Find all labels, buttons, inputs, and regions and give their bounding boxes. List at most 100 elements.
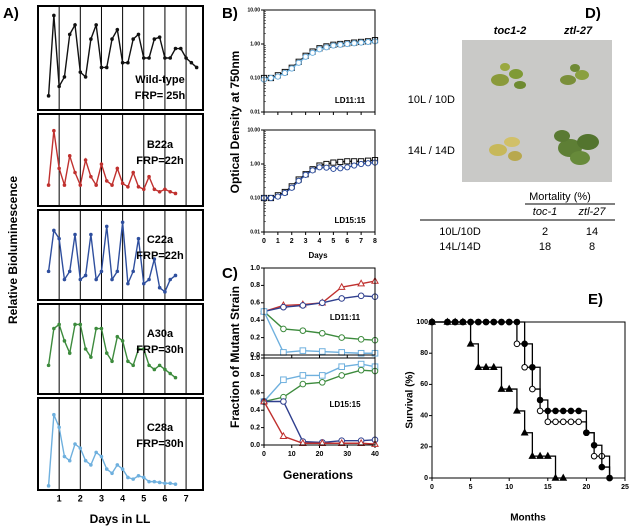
panel-label: A) <box>3 5 19 22</box>
x-tick-label: 25 <box>621 484 629 491</box>
marker <box>330 42 337 49</box>
marker <box>338 349 345 356</box>
marker <box>120 181 125 186</box>
marker <box>309 49 316 56</box>
panel-label: C) <box>222 265 238 282</box>
marker <box>147 56 151 60</box>
plot-frame <box>263 9 376 113</box>
marker <box>73 322 77 327</box>
marker <box>280 349 287 356</box>
marker <box>115 463 120 467</box>
x-tick-label: 5 <box>141 493 146 503</box>
marker <box>83 458 88 463</box>
x-tick-label: 15 <box>544 484 552 491</box>
marker <box>78 70 83 74</box>
plot-frame <box>431 321 626 479</box>
table-header: ztl-27 <box>578 206 607 218</box>
marker <box>559 418 567 426</box>
marker <box>131 269 135 274</box>
marker <box>62 277 67 282</box>
x-tick-label: 0 <box>262 451 266 458</box>
y-tick-label: 100 <box>416 319 428 326</box>
marker <box>52 228 56 233</box>
plot-frame <box>37 303 204 395</box>
marker <box>280 376 287 384</box>
marker <box>67 154 72 158</box>
marker <box>323 164 330 171</box>
annotation: C22a <box>147 234 174 246</box>
marker <box>318 379 326 386</box>
plot-frame <box>263 129 376 233</box>
panel-label: E) <box>588 291 603 308</box>
marker <box>163 187 167 192</box>
x-tick-label: 6 <box>345 238 349 245</box>
marker <box>357 366 365 374</box>
marker <box>83 347 88 351</box>
x-axis-label: Generations <box>283 468 353 482</box>
y-tick-label: 0.4 <box>250 317 260 324</box>
marker <box>279 431 288 440</box>
annotation: LD11:11 <box>335 96 366 105</box>
x-tick-label: 20 <box>316 451 324 458</box>
marker <box>67 351 72 355</box>
marker <box>318 299 326 307</box>
marker <box>318 329 326 337</box>
marker <box>115 27 120 32</box>
y-axis-label: Optical Density at 750nm <box>228 51 242 194</box>
marker <box>94 277 98 282</box>
marker <box>94 23 98 27</box>
marker <box>110 471 114 476</box>
y-tick-label: 0.2 <box>250 334 260 341</box>
x-tick-label: 0 <box>262 238 266 245</box>
annotation: FRP=22h <box>136 155 184 167</box>
marker <box>126 475 130 480</box>
marker <box>104 351 109 355</box>
y-tick-label: 60 <box>420 381 428 388</box>
marker <box>295 59 302 66</box>
marker <box>78 446 83 450</box>
chart: 0.0 0.2 0.4 0.6 0.8 1.0 LD11:11 C) Fraction of M… <box>222 265 379 428</box>
marker <box>152 367 157 372</box>
marker <box>267 74 275 82</box>
column-label: toc1-2 <box>494 25 526 37</box>
marker <box>528 451 537 459</box>
marker <box>147 277 151 282</box>
marker <box>67 458 72 463</box>
marker <box>299 347 307 354</box>
x-tick-label: 1 <box>276 238 280 245</box>
marker <box>168 481 173 486</box>
annotation: FRP=30h <box>136 344 184 356</box>
marker <box>598 463 606 471</box>
y-tick-label: 0.01 <box>250 109 260 115</box>
marker <box>536 396 544 404</box>
marker <box>52 326 56 331</box>
marker <box>544 418 552 426</box>
x-tick-label: 30 <box>343 451 351 458</box>
marker <box>338 295 346 302</box>
marker <box>78 183 83 187</box>
marker <box>89 463 93 467</box>
marker <box>157 189 162 194</box>
marker <box>338 334 346 341</box>
marker <box>173 375 178 380</box>
table-title: Mortality (%) <box>529 191 591 203</box>
marker <box>157 363 162 368</box>
marker <box>337 158 344 166</box>
marker <box>318 372 326 379</box>
y-tick-label: 0.10 <box>250 195 260 201</box>
marker <box>62 183 67 187</box>
annotation: LD15:15 <box>334 216 366 225</box>
marker <box>83 75 88 79</box>
marker <box>357 360 365 368</box>
marker <box>163 481 167 486</box>
marker <box>89 232 93 237</box>
annotation: LD11:11 <box>330 313 361 322</box>
marker <box>62 454 67 459</box>
marker <box>590 452 598 460</box>
x-tick-label: 6 <box>162 493 167 503</box>
table-cell: 10L/10D <box>439 226 481 238</box>
marker <box>78 277 83 282</box>
marker <box>152 257 157 261</box>
marker <box>559 473 568 481</box>
